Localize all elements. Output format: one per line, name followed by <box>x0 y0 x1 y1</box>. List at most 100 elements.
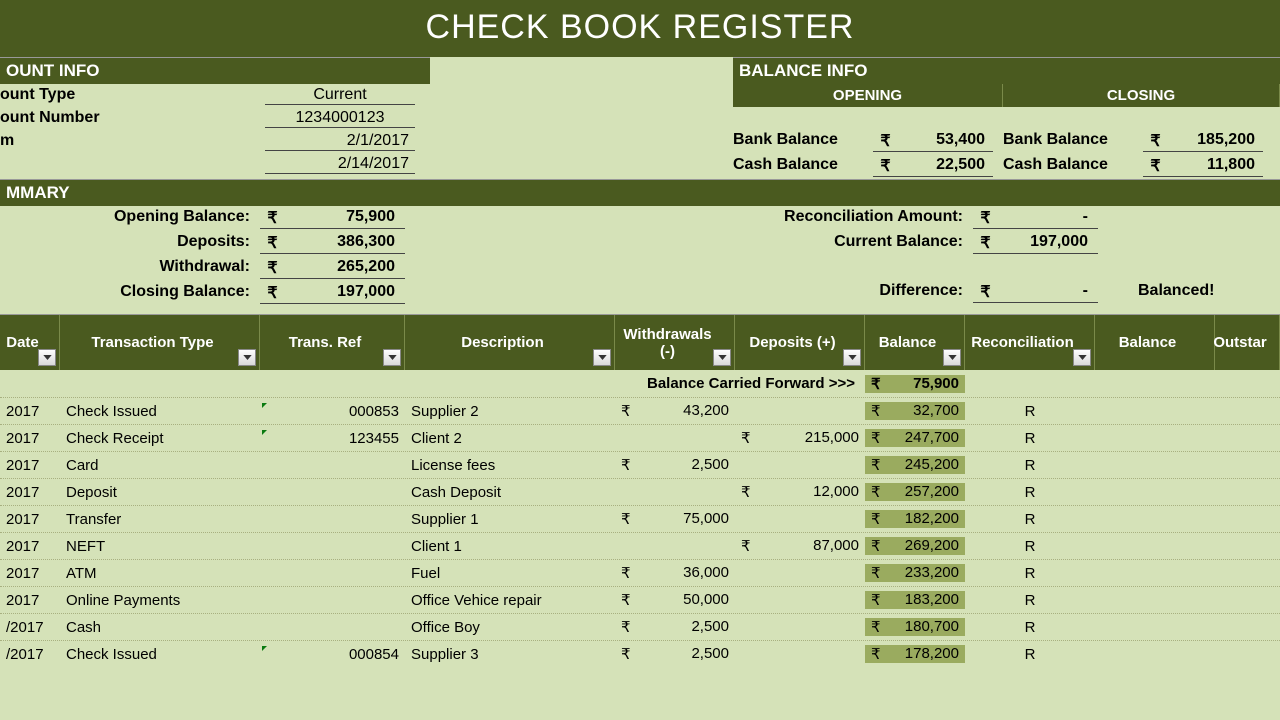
currency-symbol: ₹ <box>260 283 285 304</box>
filter-dropdown-button[interactable] <box>38 349 56 366</box>
cell-reconciliation: R <box>965 484 1095 501</box>
cell-withdrawal: ₹36,000 <box>615 564 735 582</box>
table-row[interactable]: /2017Check Issued000854Supplier 3₹2,500₹… <box>0 640 1280 667</box>
account-info-value: Current <box>265 86 415 105</box>
cell-description: Supplier 1 <box>405 511 615 528</box>
cell-withdrawal: ₹75,000 <box>615 510 735 528</box>
cell-reconciliation: R <box>965 511 1095 528</box>
table-row[interactable]: 2017ATMFuel₹36,000₹233,200R <box>0 559 1280 586</box>
cell-withdrawal: ₹43,200 <box>615 402 735 420</box>
filter-dropdown-button[interactable] <box>713 349 731 366</box>
column-header: Reconciliation <box>965 315 1095 370</box>
error-indicator-icon <box>262 403 268 408</box>
cell-reconciliation: R <box>965 646 1095 663</box>
balance-carried-forward-value: ₹ 75,900 <box>865 375 965 393</box>
cell-description: Supplier 2 <box>405 403 615 420</box>
cell-date: 2017 <box>0 592 60 609</box>
page-title: CHECK BOOK REGISTER <box>0 0 1280 57</box>
summary-label: Withdrawal: <box>0 258 260 279</box>
closing-balance-value: 185,200 <box>1168 131 1263 152</box>
account-info-value: 2/1/2017 <box>265 132 415 151</box>
summary-label: Reconciliation Amount: <box>733 208 973 229</box>
cell-reconciliation: R <box>965 457 1095 474</box>
summary-label: Current Balance: <box>733 233 973 254</box>
cell-balance: ₹247,700 <box>865 429 965 447</box>
column-header: Transaction Type <box>60 315 260 370</box>
cell-reconciliation: R <box>965 403 1095 420</box>
account-info-label: ount Type <box>0 86 265 105</box>
filter-dropdown-button[interactable] <box>1073 349 1091 366</box>
table-row[interactable]: 2017DepositCash Deposit₹12,000₹257,200R <box>0 478 1280 505</box>
cell-withdrawal: ₹50,000 <box>615 591 735 609</box>
filter-dropdown-button[interactable] <box>593 349 611 366</box>
opening-subheader: OPENING <box>733 84 1003 107</box>
summary-header: MMARY <box>0 179 1280 206</box>
account-info-label: ount Number <box>0 109 265 128</box>
cell-date: 2017 <box>0 511 60 528</box>
cell-description: License fees <box>405 457 615 474</box>
column-header: Trans. Ref <box>260 315 405 370</box>
summary-value: 75,900 <box>285 208 405 229</box>
cell-transaction-type: NEFT <box>60 538 260 555</box>
table-row[interactable]: 2017CardLicense fees₹2,500₹245,200R <box>0 451 1280 478</box>
column-header: Deposits (+) <box>735 315 865 370</box>
cell-transaction-type: Cash <box>60 619 260 636</box>
cell-transaction-type: Deposit <box>60 484 260 501</box>
cell-description: Supplier 3 <box>405 646 615 663</box>
cell-balance: ₹269,200 <box>865 537 965 555</box>
currency-symbol: ₹ <box>973 208 998 229</box>
closing-balance-label: Bank Balance <box>1003 131 1143 152</box>
cell-balance: ₹245,200 <box>865 456 965 474</box>
opening-balance-value: 53,400 <box>898 131 993 152</box>
currency-symbol: ₹ <box>873 131 898 152</box>
cell-date: /2017 <box>0 619 60 636</box>
cell-reconciliation: R <box>965 619 1095 636</box>
filter-dropdown-button[interactable] <box>238 349 256 366</box>
currency-symbol: ₹ <box>973 233 998 254</box>
filter-dropdown-button[interactable] <box>943 349 961 366</box>
cell-withdrawal: ₹2,500 <box>615 645 735 663</box>
account-info-header: OUNT INFO <box>0 57 430 84</box>
closing-subheader: CLOSING <box>1003 84 1280 107</box>
cell-balance: ₹183,200 <box>865 591 965 609</box>
account-info-label <box>0 155 265 174</box>
filter-dropdown-button[interactable] <box>843 349 861 366</box>
summary-label: Opening Balance: <box>0 208 260 229</box>
filter-dropdown-button[interactable] <box>383 349 401 366</box>
cell-balance: ₹32,700 <box>865 402 965 420</box>
cell-trans-ref: 000853 <box>260 403 405 420</box>
table-row[interactable]: 2017Check Issued000853Supplier 2₹43,200₹… <box>0 397 1280 424</box>
summary-value: - <box>998 208 1098 229</box>
column-header: Date <box>0 315 60 370</box>
cell-date: /2017 <box>0 646 60 663</box>
column-header: Balance <box>865 315 965 370</box>
opening-balance-label: Bank Balance <box>733 131 873 152</box>
cell-description: Client 2 <box>405 430 615 447</box>
summary-value: 197,000 <box>998 233 1098 254</box>
cell-transaction-type: Transfer <box>60 511 260 528</box>
table-row[interactable]: /2017CashOffice Boy₹2,500₹180,700R <box>0 613 1280 640</box>
cell-reconciliation: R <box>965 592 1095 609</box>
cell-reconciliation: R <box>965 565 1095 582</box>
currency-symbol: ₹ <box>260 233 285 254</box>
cell-transaction-type: Card <box>60 457 260 474</box>
table-row[interactable]: 2017Online PaymentsOffice Vehice repair₹… <box>0 586 1280 613</box>
column-header: Outstar <box>1215 315 1280 370</box>
summary-label: Deposits: <box>0 233 260 254</box>
cell-balance: ₹178,200 <box>865 645 965 663</box>
table-row[interactable]: 2017NEFTClient 1₹87,000₹269,200R <box>0 532 1280 559</box>
table-row[interactable]: 2017Transfer Supplier 1₹75,000 ₹182,200R <box>0 505 1280 532</box>
table-row[interactable]: 2017Check Receipt123455Client 2₹215,000₹… <box>0 424 1280 451</box>
error-indicator-icon <box>262 430 268 435</box>
cell-description: Fuel <box>405 565 615 582</box>
currency-symbol: ₹ <box>1143 131 1168 152</box>
summary-value: - <box>998 282 1098 303</box>
cell-balance: ₹182,200 <box>865 510 965 528</box>
summary-value: 386,300 <box>285 233 405 254</box>
cell-deposit: ₹215,000 <box>735 429 865 447</box>
currency-symbol: ₹ <box>260 208 285 229</box>
cell-withdrawal: ₹2,500 <box>615 618 735 636</box>
currency-symbol: ₹ <box>1143 156 1168 177</box>
cell-date: 2017 <box>0 565 60 582</box>
cell-description: Client 1 <box>405 538 615 555</box>
